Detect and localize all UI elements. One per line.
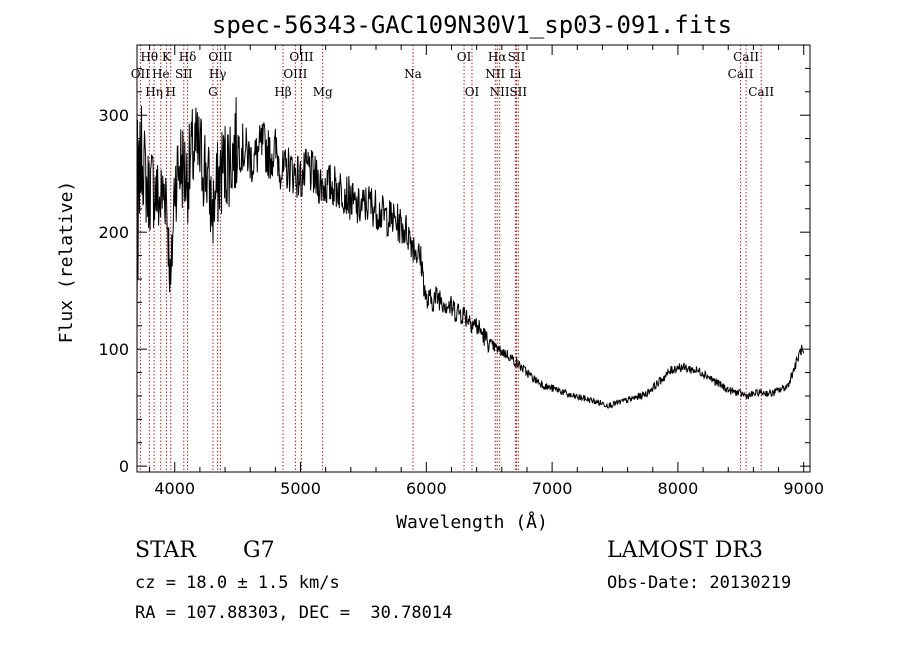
x-tick-label-5: 9000 (783, 479, 824, 498)
line-label-16: OI (457, 50, 472, 64)
x-tick-label-3: 7000 (532, 479, 573, 498)
line-label-3: He (152, 67, 170, 81)
chart-title: spec-56343-GAC109N30V1_sp03-091.fits (212, 11, 732, 39)
y-tick-label-0: 0 (119, 457, 129, 476)
y-tick-label-3: 300 (98, 106, 129, 125)
line-label-25: CaII (733, 50, 759, 64)
y-axis-label: Flux (relative) (56, 181, 77, 344)
line-label-0: OII (131, 67, 151, 81)
object-class: STAR (135, 538, 196, 563)
emission-line-markers: OIIHθHηHeKHSIIHδGHγOIIIHβOIIIOIIIMgNaOIO… (131, 45, 774, 472)
line-label-12: OIII (283, 67, 307, 81)
axis-ticks: 4000 5000 6000 7000 8000 9000 0 100 200 300 (98, 45, 824, 498)
redshift-text: cz = 18.0 ± 1.5 km/s (135, 573, 340, 593)
line-label-4: K (162, 50, 172, 64)
line-label-10: OIII (208, 50, 232, 64)
x-tick-label-1: 5000 (280, 479, 321, 498)
line-label-9: Hγ (209, 67, 227, 81)
flux-curve (136, 97, 805, 409)
y-tick-label-2: 200 (98, 223, 129, 242)
line-label-1: Hθ (140, 50, 158, 64)
observation-date: Obs-Date: 20130219 (607, 573, 792, 593)
x-tick-label-2: 6000 (406, 479, 447, 498)
line-label-22: SII (508, 50, 526, 64)
line-label-13: OIII (289, 50, 313, 64)
x-tick-label-4: 8000 (658, 479, 699, 498)
line-label-23: SII (509, 85, 527, 99)
line-label-5: H (165, 85, 175, 99)
line-label-20: NII (490, 85, 510, 99)
x-tick-label-0: 4000 (154, 479, 195, 498)
coordinates-text: RA = 107.88303, DEC = 30.78014 (135, 603, 453, 623)
plot-frame (136, 44, 811, 473)
line-label-21: Li (509, 67, 521, 81)
line-label-17: OI (465, 85, 480, 99)
object-subclass: G7 (243, 538, 275, 563)
line-label-26: CaII (748, 85, 774, 99)
x-axis-label: Wavelength (Å) (396, 511, 548, 533)
line-label-24: CaII (728, 67, 754, 81)
flux-series (136, 97, 805, 409)
y-tick-label-1: 100 (98, 340, 129, 359)
line-label-11: Hβ (274, 85, 291, 99)
survey-name: LAMOST DR3 (607, 538, 763, 563)
line-label-8: G (208, 85, 218, 99)
line-label-15: Na (404, 67, 422, 81)
line-label-2: Hη (145, 85, 163, 99)
line-label-19: Hα (488, 50, 507, 64)
line-label-18: NII (485, 67, 505, 81)
line-label-14: Mg (313, 85, 333, 99)
line-label-6: SII (175, 67, 193, 81)
line-label-7: Hδ (179, 50, 197, 64)
